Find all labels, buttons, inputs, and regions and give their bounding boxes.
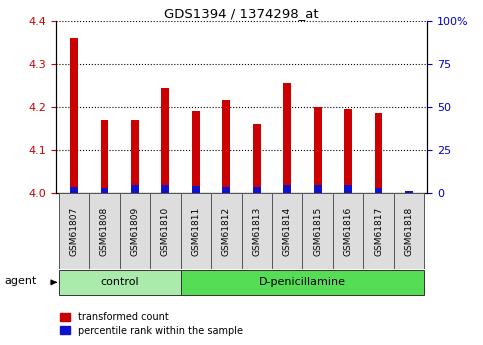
FancyBboxPatch shape: [363, 193, 394, 269]
Title: GDS1394 / 1374298_at: GDS1394 / 1374298_at: [164, 7, 319, 20]
Bar: [131, 185, 139, 193]
FancyBboxPatch shape: [181, 270, 425, 295]
FancyBboxPatch shape: [181, 193, 211, 269]
Text: GSM61817: GSM61817: [374, 207, 383, 256]
Bar: [284, 186, 291, 193]
FancyBboxPatch shape: [150, 193, 181, 269]
FancyBboxPatch shape: [394, 193, 425, 269]
Text: GSM61815: GSM61815: [313, 207, 322, 256]
Text: control: control: [100, 277, 139, 287]
Text: GSM61811: GSM61811: [191, 207, 200, 256]
FancyBboxPatch shape: [211, 193, 242, 269]
Bar: [344, 109, 352, 193]
Bar: [100, 120, 108, 193]
Bar: [161, 88, 169, 193]
Bar: [405, 191, 413, 193]
Bar: [375, 114, 383, 193]
Legend: transformed count, percentile rank within the sample: transformed count, percentile rank withi…: [60, 312, 243, 336]
FancyBboxPatch shape: [333, 193, 363, 269]
Bar: [70, 187, 78, 193]
FancyBboxPatch shape: [58, 270, 181, 295]
Bar: [70, 38, 78, 193]
Text: D-penicillamine: D-penicillamine: [259, 277, 346, 287]
Text: GSM61816: GSM61816: [344, 207, 353, 256]
FancyBboxPatch shape: [242, 193, 272, 269]
FancyBboxPatch shape: [58, 193, 89, 269]
Bar: [405, 190, 413, 193]
Text: agent: agent: [5, 276, 37, 286]
Bar: [314, 107, 322, 193]
Bar: [192, 111, 199, 193]
FancyBboxPatch shape: [120, 193, 150, 269]
Text: GSM61807: GSM61807: [70, 207, 78, 256]
Bar: [192, 186, 199, 193]
Bar: [253, 187, 260, 193]
FancyBboxPatch shape: [302, 193, 333, 269]
Text: GSM61814: GSM61814: [283, 207, 292, 256]
Bar: [375, 188, 383, 193]
Text: GSM61809: GSM61809: [130, 207, 139, 256]
Text: GSM61818: GSM61818: [405, 207, 413, 256]
Bar: [223, 100, 230, 193]
Bar: [314, 186, 322, 193]
Bar: [131, 120, 139, 193]
Bar: [284, 83, 291, 193]
Bar: [223, 187, 230, 193]
Bar: [344, 186, 352, 193]
Bar: [161, 186, 169, 193]
FancyBboxPatch shape: [272, 193, 302, 269]
FancyBboxPatch shape: [89, 193, 120, 269]
Text: GSM61808: GSM61808: [100, 207, 109, 256]
Bar: [100, 188, 108, 193]
Text: GSM61813: GSM61813: [252, 207, 261, 256]
Text: GSM61810: GSM61810: [161, 207, 170, 256]
Bar: [253, 124, 260, 193]
Text: GSM61812: GSM61812: [222, 207, 231, 256]
